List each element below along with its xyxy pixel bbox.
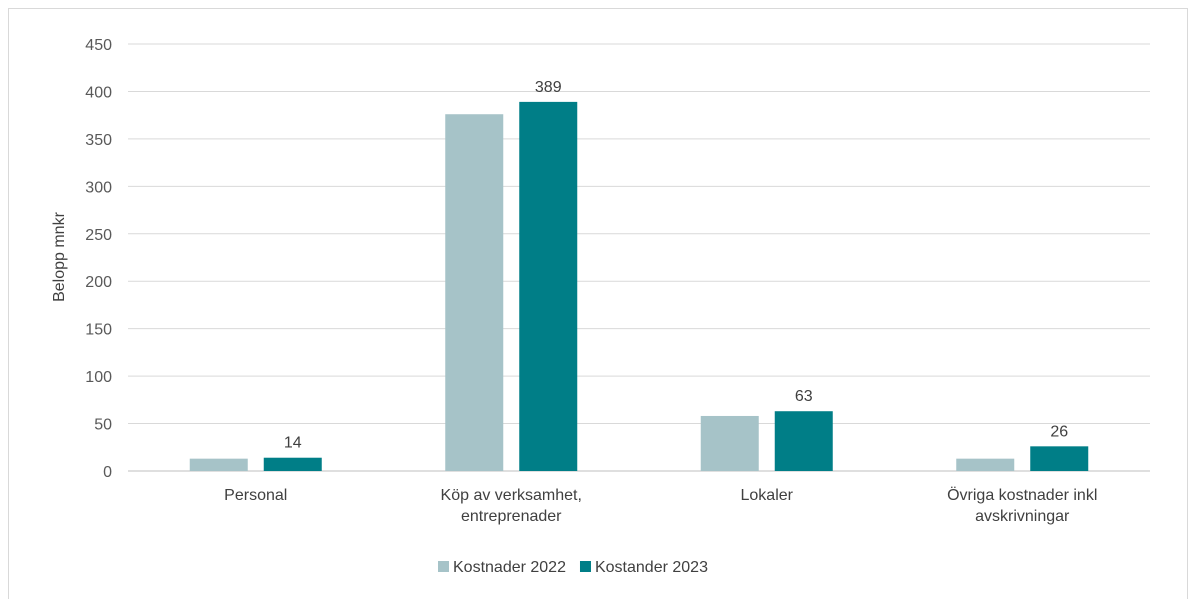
- category-label: Lokaler: [741, 487, 794, 504]
- bar: [445, 114, 504, 472]
- bar: [700, 415, 759, 471]
- category-label: Övriga kostnader inkl: [947, 486, 1097, 504]
- legend-swatch: [579, 561, 591, 572]
- data-label: 26: [1050, 423, 1068, 440]
- bar: [263, 457, 322, 471]
- category-label: Köp av verksamhet,: [441, 487, 582, 504]
- bar: [956, 458, 1015, 471]
- category-label: Personal: [224, 487, 287, 504]
- bar: [519, 101, 578, 471]
- y-tick-label: 200: [85, 274, 112, 291]
- y-axis-title: Belopp mnkr: [51, 211, 68, 301]
- category-label: entreprenader: [461, 508, 562, 525]
- y-tick-label: 250: [85, 227, 112, 244]
- bar: [189, 458, 248, 471]
- gridlines: [128, 43, 1150, 472]
- data-label: 63: [795, 388, 813, 405]
- bars: [189, 101, 1089, 472]
- y-tick-label: 350: [85, 132, 112, 149]
- y-tick-label: 450: [85, 37, 112, 54]
- data-label: 14: [284, 435, 302, 452]
- legend-label: Kostnader 2022: [453, 559, 566, 576]
- legend-label: Kostander 2023: [595, 559, 708, 576]
- y-tick-label: 300: [85, 179, 112, 196]
- y-tick-label: 0: [103, 464, 112, 481]
- y-tick-label: 100: [85, 369, 112, 386]
- category-label: avskrivningar: [975, 508, 1070, 525]
- data-labels: 14 389 63 26: [284, 79, 1068, 452]
- y-tick-label: 400: [85, 84, 112, 101]
- y-tick-label: 150: [85, 322, 112, 339]
- bar: [1030, 446, 1089, 471]
- y-axis-ticks: 0 50 100 150 200 250 300 350 400 450: [85, 37, 112, 481]
- chart-frame: [8, 8, 1188, 599]
- legend: Kostnader 2022 Kostander 2023: [438, 559, 708, 576]
- bar: [774, 411, 833, 471]
- y-tick-label: 50: [94, 417, 112, 434]
- category-labels: Personal Köp av verksamhet, entreprenader L…: [224, 486, 1097, 525]
- legend-swatch: [438, 561, 449, 572]
- data-label: 389: [535, 79, 562, 96]
